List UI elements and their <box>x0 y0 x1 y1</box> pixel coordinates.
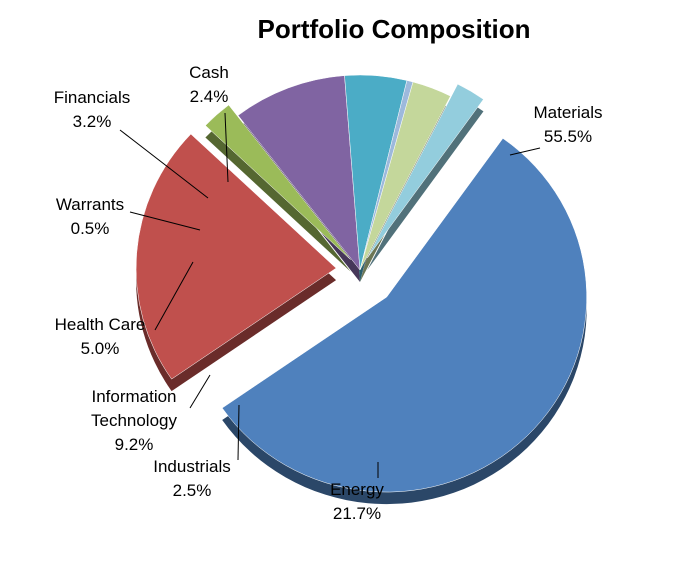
data-label-warrants: Warrants 0.5% <box>56 195 124 238</box>
leader-line-warrants <box>129 211 201 231</box>
data-label-category: Health Care <box>55 315 146 334</box>
pie-slice-industrials <box>205 104 351 260</box>
leader-line-materials <box>509 147 541 156</box>
data-label-category: Technology <box>91 411 178 430</box>
pie-slice-energy <box>135 133 337 380</box>
data-label-category: Warrants <box>56 195 124 214</box>
data-label-category: Information <box>91 387 176 406</box>
data-label-value: 2.5% <box>173 481 212 500</box>
data-label-value: 3.2% <box>73 112 112 131</box>
leader-line-information-technology <box>189 374 211 409</box>
data-label-value: 2.4% <box>190 87 229 106</box>
data-label-cash: Cash 2.4% <box>189 63 229 106</box>
chart-title: Portfolio Composition <box>257 14 531 44</box>
data-label-category: Energy <box>330 480 384 499</box>
data-label-category: Financials <box>54 88 131 107</box>
pie-slice-side-cash <box>367 96 484 271</box>
data-label-value: 9.2% <box>115 435 154 454</box>
data-label-value: 0.5% <box>71 219 110 238</box>
data-label-category: Cash <box>189 63 229 82</box>
pie-slice-cash <box>367 83 484 259</box>
data-label-value: 55.5% <box>544 127 592 146</box>
pie-slice-information-technology <box>237 75 361 271</box>
pie-slice-financials <box>359 81 451 271</box>
leader-line-financials <box>119 129 209 199</box>
data-label-financials: Financials 3.2% <box>54 88 131 131</box>
leader-line-industrials <box>237 404 240 461</box>
leader-line-cash <box>224 112 229 183</box>
data-label-category: Materials <box>534 103 603 122</box>
data-label-health-care: Health Care 5.0% <box>55 315 146 358</box>
data-label-category: Industrials <box>153 457 230 476</box>
data-label-industrials: Industrials 2.5% <box>153 457 230 500</box>
leader-line-health-care <box>154 261 194 331</box>
data-label-information-technology: Information Technology 9.2% <box>91 387 178 454</box>
data-label-materials: Materials 55.5% <box>534 103 603 146</box>
data-label-energy: Energy 21.7% <box>330 480 384 523</box>
data-label-value: 5.0% <box>81 339 120 358</box>
pie-slice-materials <box>221 138 587 493</box>
data-label-value: 21.7% <box>333 504 381 523</box>
